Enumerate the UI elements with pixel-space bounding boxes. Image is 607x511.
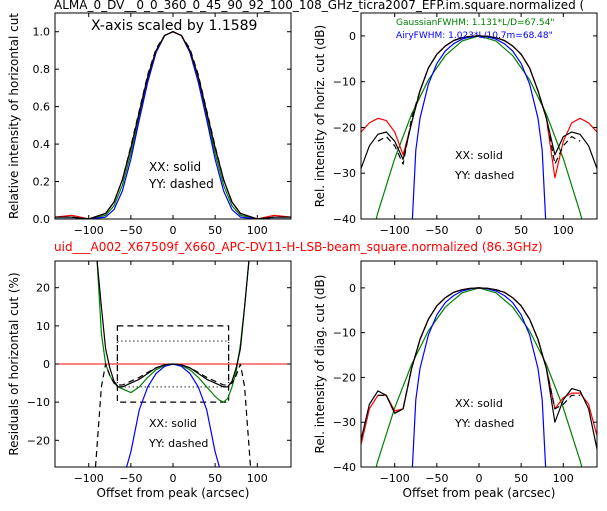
- x-tick-label: −100: [74, 224, 104, 237]
- annotation-text: YY: dashed: [148, 437, 208, 450]
- x-tick-label: 50: [514, 224, 528, 237]
- plot-area: [55, 261, 291, 467]
- x-tick-label: 0: [476, 472, 483, 485]
- annotation-text: XX: solid: [455, 397, 503, 410]
- x-tick-label: −50: [425, 224, 448, 237]
- x-tick-label: 0: [170, 224, 177, 237]
- annotation-text: XX: solid: [149, 160, 201, 174]
- panel-top-left: −100 −50 0 50 100 0.0 0.2 0.4 0.6 0.8 1.0 Relative …: [7, 12, 292, 237]
- y-tick-label: −10: [333, 76, 356, 89]
- x-tick-label: 50: [514, 472, 528, 485]
- annotation-text: YY: dashed: [454, 169, 514, 182]
- y-tick-label: 0: [349, 282, 356, 295]
- y-tick-label: 1.0: [33, 26, 51, 39]
- black-solid-series-line: [96, 261, 250, 388]
- y-tick-label: −20: [333, 121, 356, 134]
- x-tick-label: 100: [247, 472, 268, 485]
- x-tick-label: 50: [208, 224, 222, 237]
- x-tick-label: 0: [170, 472, 177, 485]
- y-tick-label: −40: [333, 461, 356, 474]
- y-tick-label: 0.0: [33, 213, 51, 226]
- plot-area: [361, 35, 597, 219]
- x-tick-label: −100: [380, 224, 410, 237]
- annotation-text: YY: dashed: [454, 417, 514, 430]
- mid-title: uid___A002_X67509f_X660_APC-DV11-H-LSB-b…: [54, 240, 543, 254]
- y-tick-label: −10: [27, 396, 50, 409]
- x-tick-label: −100: [74, 472, 104, 485]
- x-tick-label: 0: [476, 224, 483, 237]
- annotation-text: AiryFWHM: 1.023*L/10.7m=68.48": [396, 31, 553, 41]
- y-tick-label: −20: [333, 371, 356, 384]
- x-tick-label: −50: [119, 224, 142, 237]
- y-tick-label: 0.6: [33, 101, 51, 114]
- annotation-text: XX: solid: [149, 417, 197, 430]
- black-dashed-series-line: [71, 31, 275, 219]
- y-tick-label: −30: [333, 167, 356, 180]
- x-axis-label: Offset from peak (arcsec): [403, 486, 556, 500]
- y-axis-label: Relative intensity of horizontal cut: [7, 13, 21, 219]
- y-tick-label: −20: [27, 434, 50, 447]
- y-tick-label: 10: [36, 320, 50, 333]
- x-tick-label: 100: [553, 472, 574, 485]
- y-tick-label: 0: [43, 358, 50, 371]
- dotted-limit-box: [116, 340, 230, 388]
- y-axis-label: Residuals of horizontal cut (%): [7, 272, 21, 455]
- y-tick-label: 0.2: [33, 176, 51, 189]
- annotation-text: XX: solid: [455, 149, 503, 162]
- x-axis-label: Offset from peak (arcsec): [97, 486, 250, 500]
- y-axis-label: Rel. intensity of diag. cut (dB): [313, 275, 327, 454]
- y-tick-label: −10: [333, 327, 356, 340]
- black-dashed-series-line: [94, 363, 252, 467]
- dashed-limit-box: [116, 325, 230, 403]
- x-tick-label: −50: [425, 472, 448, 485]
- y-axis-label: Rel. intensity of horiz. cut (dB): [313, 25, 327, 207]
- annotation-text: GaussianFWHM: 1.131*L/D=67.54": [396, 18, 554, 28]
- annotation-text: YY: dashed: [148, 177, 214, 191]
- y-tick-label: −30: [333, 416, 356, 429]
- plot-area: [55, 31, 291, 219]
- black-dashed-series-line: [377, 35, 581, 165]
- y-tick-label: 0.4: [33, 138, 51, 151]
- top-title: ALMA_0_DV__0_0_360_0_45_90_92_100_108_GH…: [54, 0, 584, 12]
- x-tick-label: 100: [247, 224, 268, 237]
- y-tick-label: 0: [349, 30, 356, 43]
- annotation-text: X-axis scaled by 1.1589: [91, 18, 257, 34]
- y-tick-label: 0.8: [33, 63, 51, 76]
- x-tick-label: −50: [119, 472, 142, 485]
- x-tick-label: 100: [553, 224, 574, 237]
- y-tick-label: 20: [36, 282, 50, 295]
- black-dashed-series-line: [377, 287, 581, 414]
- y-tick-label: −40: [333, 213, 356, 226]
- x-tick-label: 50: [208, 472, 222, 485]
- plot-area: [361, 287, 597, 467]
- x-tick-label: −100: [380, 472, 410, 485]
